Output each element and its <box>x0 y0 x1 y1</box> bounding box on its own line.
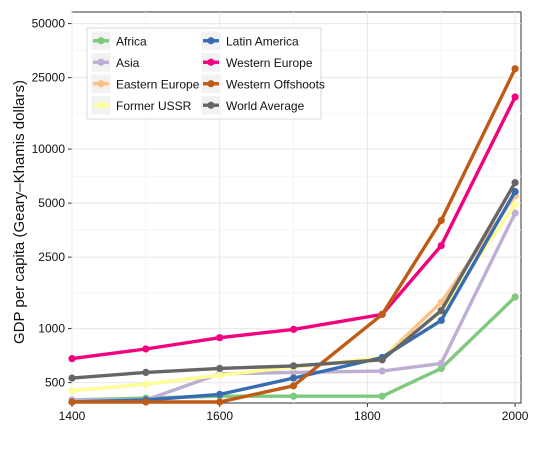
legend-key-marker <box>207 37 215 45</box>
data-point-western-offshoots <box>289 382 298 390</box>
legend-key-marker <box>97 80 105 88</box>
y-axis-label: GDP per capita (Geary–Khamis dollars) <box>11 80 28 344</box>
x-tick-label: 1600 <box>206 409 233 423</box>
legend-item-western-europe: Western Europe <box>200 52 313 73</box>
legend-item-world-average: World Average <box>200 95 305 116</box>
x-tick-label: 1800 <box>354 409 381 423</box>
data-point-asia <box>378 367 386 375</box>
y-tick-label: 25000 <box>32 71 66 85</box>
data-point-western-europe <box>68 355 76 363</box>
data-point-world-average <box>289 362 298 370</box>
data-point-asia <box>437 359 445 367</box>
legend-key-marker <box>207 101 215 109</box>
data-point-western-europe <box>437 241 445 250</box>
series-western-europe <box>68 93 519 363</box>
x-tick-label: 1400 <box>59 409 86 423</box>
data-point-africa <box>437 364 445 373</box>
data-point-africa <box>511 293 519 301</box>
series-world-average <box>68 179 519 382</box>
x-tick-label: 2000 <box>502 409 529 423</box>
data-point-latin-america <box>216 390 224 398</box>
y-tick-label: 1000 <box>38 322 65 336</box>
y-tick-label: 2500 <box>38 250 65 264</box>
data-point-asia <box>511 209 519 217</box>
legend-item-eastern-europe: Eastern Europe <box>90 73 200 94</box>
y-tick-label: 5000 <box>38 196 65 210</box>
legend-label: Former USSR <box>116 99 192 113</box>
data-point-world-average <box>378 356 386 364</box>
y-tick-label: 50000 <box>32 17 66 31</box>
data-point-former-ussr <box>142 380 150 388</box>
legend-label: Africa <box>116 34 147 48</box>
legend-label: Latin America <box>226 34 299 48</box>
legend-item-former-ussr: Former USSR <box>90 95 192 116</box>
data-point-world-average <box>511 179 519 187</box>
legend: Africa Asia Eastern Europe Former USSR Latin… <box>86 27 325 120</box>
data-point-western-offshoots <box>437 216 445 225</box>
legend-key-marker <box>97 101 105 109</box>
legend-item-latin-america: Latin America <box>200 30 299 51</box>
legend-label: World Average <box>226 99 305 113</box>
data-point-latin-america <box>289 374 298 382</box>
data-point-africa <box>289 392 298 400</box>
legend-key-marker <box>97 58 105 66</box>
data-point-world-average <box>142 368 150 377</box>
data-point-western-europe <box>142 345 150 353</box>
legend-item-asia: Asia <box>90 52 140 73</box>
data-point-latin-america <box>511 187 519 196</box>
data-point-western-europe <box>511 93 519 101</box>
legend-label: Eastern Europe <box>116 77 200 91</box>
data-point-western-offshoots <box>378 310 386 318</box>
data-point-western-europe <box>289 325 298 333</box>
legend-key-marker <box>207 80 215 88</box>
series-layer <box>68 65 519 406</box>
legend-key-marker <box>97 37 105 45</box>
data-point-world-average <box>437 306 445 315</box>
legend-key-marker <box>207 58 215 66</box>
legend-item-western-offshoots: Western Offshoots <box>200 73 325 94</box>
data-point-western-europe <box>216 334 224 342</box>
legend-label: Western Offshoots <box>226 77 325 91</box>
data-point-western-offshoots <box>216 398 224 406</box>
data-point-western-offshoots <box>142 398 150 406</box>
series-western-offshoots <box>68 65 519 406</box>
data-point-western-offshoots <box>68 398 76 406</box>
legend-item-africa: Africa <box>90 30 147 51</box>
data-point-africa <box>378 392 386 400</box>
data-point-latin-america <box>437 316 445 325</box>
legend-label: Western Europe <box>226 56 313 70</box>
data-point-former-ussr <box>511 201 519 209</box>
data-point-western-offshoots <box>511 65 519 73</box>
data-point-former-ussr <box>68 387 76 395</box>
data-point-former-ussr <box>216 371 224 379</box>
y-tick-label: 10000 <box>32 142 66 156</box>
data-point-world-average <box>216 364 224 373</box>
data-point-world-average <box>68 374 76 382</box>
data-point-asia <box>289 368 298 377</box>
y-tick-label: 500 <box>45 376 65 390</box>
legend-label: Asia <box>116 56 140 70</box>
